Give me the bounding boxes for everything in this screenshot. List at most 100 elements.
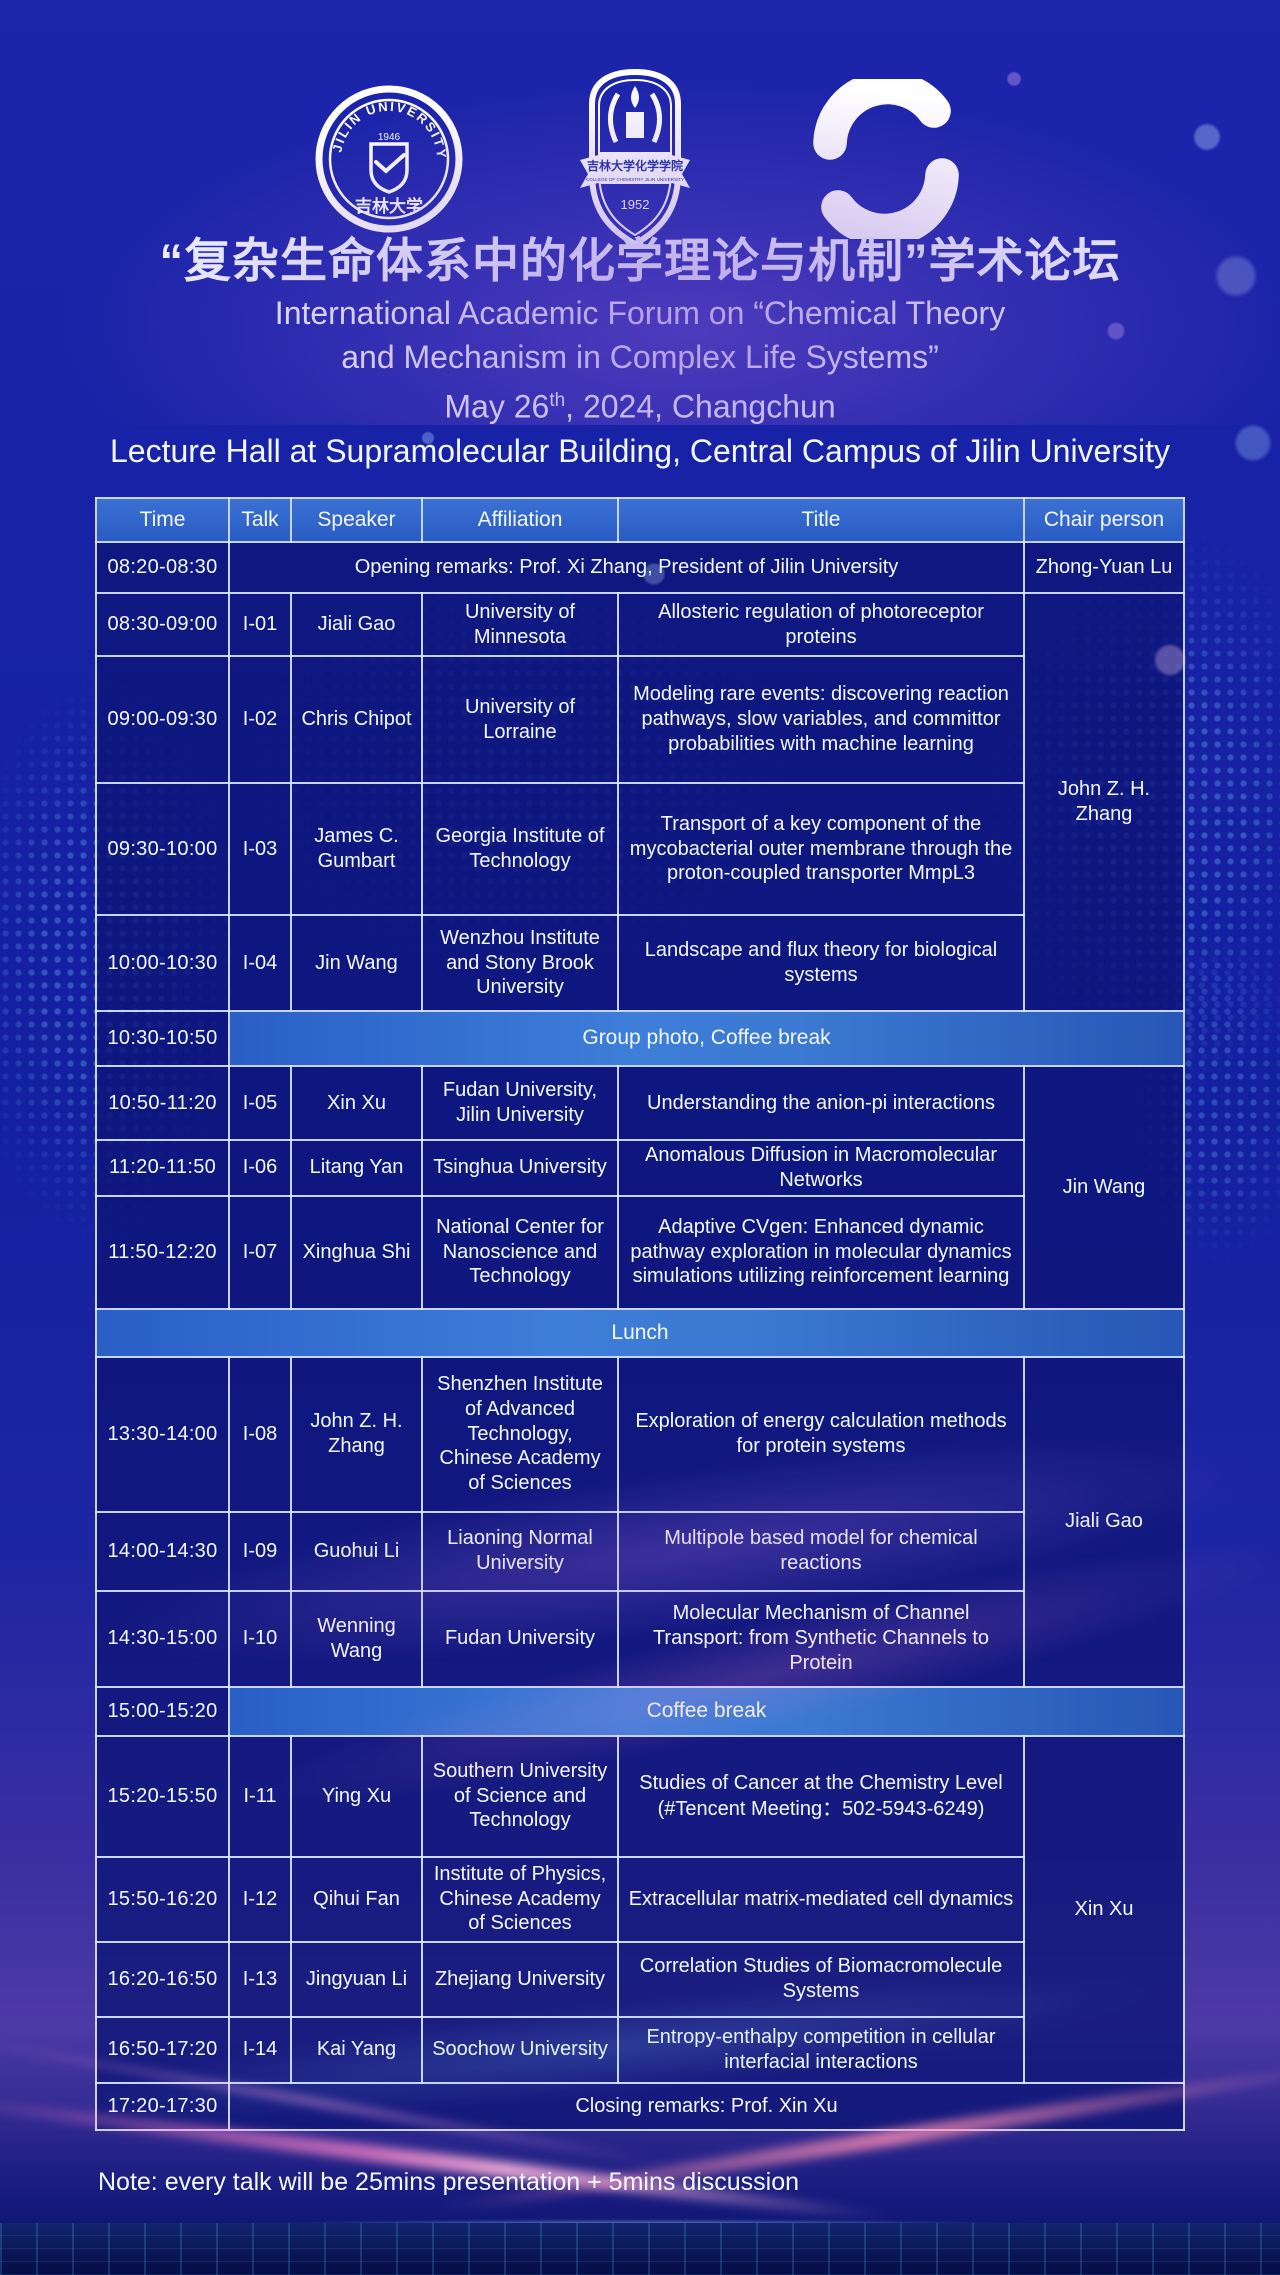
svg-text:1946: 1946 bbox=[378, 132, 401, 143]
title-cell: Understanding the anion-pi interactions bbox=[617, 1065, 1025, 1141]
jilin-university-seal-icon: JILIN UNIVERSITY · CHINA 1946 吉林大学 bbox=[308, 72, 464, 239]
title-cell: Adaptive CVgen: Enhanced dynamic pathway… bbox=[617, 1194, 1025, 1310]
title-cell: Correlation Studies of Biomacromolecule … bbox=[617, 1940, 1025, 2018]
table-row: 14:00-14:30 I-09 Guohui Li Liaoning Norm… bbox=[95, 1510, 1184, 1592]
time-cell: 16:50-17:20 bbox=[95, 2015, 230, 2084]
time-cell: 08:20-08:30 bbox=[95, 541, 230, 594]
title-block: “复杂生命体系中的化学理论与机制”学术论坛 International Acad… bbox=[0, 222, 1280, 473]
time-cell: 09:00-09:30 bbox=[95, 655, 230, 784]
time-cell: 08:30-09:00 bbox=[95, 592, 230, 657]
speaker-cell: John Z. H. Zhang bbox=[290, 1355, 423, 1513]
time-cell: 14:30-15:00 bbox=[95, 1589, 230, 1688]
time-cell: 14:00-14:30 bbox=[95, 1510, 230, 1592]
title-cell: Exploration of energy calculation method… bbox=[617, 1355, 1025, 1513]
table-row: 16:50-17:20 I-14 Kai Yang Soochow Univer… bbox=[95, 2015, 1184, 2084]
title-cell: Allosteric regulation of photoreceptor p… bbox=[617, 592, 1025, 657]
title-cell: Multipole based model for chemical react… bbox=[617, 1510, 1025, 1592]
col-header-talk: Talk bbox=[228, 497, 292, 543]
affiliation-cell: National Center for Nanoscience and Tech… bbox=[421, 1194, 619, 1310]
title-cell: Modeling rare events: discovering reacti… bbox=[617, 655, 1025, 784]
badge-banner-text: 吉林大学化学学院 bbox=[587, 158, 683, 173]
speaker-cell: Jingyuan Li bbox=[290, 1940, 423, 2018]
affiliation-cell: Zhejiang University bbox=[421, 1940, 619, 2018]
affiliation-cell: Liaoning Normal University bbox=[421, 1510, 619, 1592]
time-cell: 13:30-14:00 bbox=[95, 1355, 230, 1513]
lunch-break-cell: Lunch bbox=[95, 1307, 1185, 1358]
talk-id-cell: I-11 bbox=[228, 1734, 292, 1858]
svg-text:JILIN UNIVERSITY · CHINA: JILIN UNIVERSITY · CHINA bbox=[314, 84, 449, 160]
affiliation-cell: Fudan University, Jilin University bbox=[421, 1065, 619, 1141]
table-row: 10:50-11:20 I-05 Xin Xu Fudan University… bbox=[95, 1065, 1185, 1310]
time-cell: 10:50-11:20 bbox=[95, 1065, 230, 1141]
talk-id-cell: I-12 bbox=[228, 1855, 292, 1943]
speaker-cell: Wenning Wang bbox=[290, 1589, 423, 1688]
chinese-title: “复杂生命体系中的化学理论与机制”学术论坛 bbox=[159, 234, 1121, 287]
talk-id-cell: I-04 bbox=[228, 914, 292, 1012]
opening-remarks-cell: Opening remarks: Prof. Xi Zhang, Preside… bbox=[228, 541, 1025, 594]
col-header-chair: Chair person bbox=[1023, 497, 1185, 543]
talk-id-cell: I-10 bbox=[228, 1589, 292, 1688]
time-cell: 15:00-15:20 bbox=[95, 1685, 230, 1737]
closing-remarks-cell: Closing remarks: Prof. Xin Xu bbox=[228, 2081, 1185, 2131]
table-row: 11:50-12:20 I-07 Xinghua Shi National Ce… bbox=[95, 1194, 1184, 1310]
english-title-line-2: and Mechanism in Complex Life Systems” bbox=[341, 339, 939, 375]
title-cell: Anomalous Diffusion in Macromolecular Ne… bbox=[617, 1139, 1025, 1197]
talk-id-cell: I-06 bbox=[228, 1139, 292, 1197]
date-ordinal: th bbox=[549, 390, 566, 411]
chair-cell: Jiali Gao bbox=[1023, 1355, 1185, 1688]
date-line: May 26th, 2024, Changchun bbox=[444, 388, 836, 425]
col-header-title: Title bbox=[617, 497, 1025, 543]
schedule-table-wrap: Time Talk Speaker Affiliation Title Chai… bbox=[0, 497, 1280, 2131]
affiliation-cell: Fudan University bbox=[421, 1589, 619, 1688]
title-cell: Molecular Mechanism of Channel Transport… bbox=[617, 1589, 1025, 1688]
english-title-line-1: International Academic Forum on “Chemica… bbox=[274, 295, 1006, 331]
supramolecular-s-swirl-icon bbox=[806, 70, 966, 248]
speaker-cell: Xin Xu bbox=[290, 1065, 423, 1141]
speaker-cell: Jin Wang bbox=[290, 914, 423, 1012]
col-header-affiliation: Affiliation bbox=[421, 497, 619, 543]
tencent-meeting-line: (#Tencent Meeting：502-5943-6249) bbox=[657, 1797, 985, 1820]
grid-floor bbox=[0, 2223, 1280, 2275]
title-cell: Entropy-enthalpy competition in cellular… bbox=[617, 2015, 1025, 2084]
affiliation-cell: University of Lorraine bbox=[421, 655, 619, 784]
table-row: 14:30-15:00 I-10 Wenning Wang Fudan Univ… bbox=[95, 1589, 1184, 1688]
break-row: Lunch bbox=[95, 1307, 1185, 1358]
chair-cell: Xin Xu bbox=[1023, 1734, 1185, 2084]
title-cell: Extracellular matrix-mediated cell dynam… bbox=[617, 1855, 1025, 1943]
speaker-cell: Chris Chipot bbox=[290, 655, 423, 784]
speaker-cell: James C. Gumbart bbox=[290, 782, 423, 916]
table-row: 17:20-17:30 Closing remarks: Prof. Xin X… bbox=[95, 2081, 1185, 2131]
col-header-speaker: Speaker bbox=[290, 497, 423, 543]
speaker-cell: Guohui Li bbox=[290, 1510, 423, 1592]
speaker-cell: Qihui Fan bbox=[290, 1855, 423, 1943]
affiliation-cell: Tsinghua University bbox=[421, 1139, 619, 1197]
talk-id-cell: I-08 bbox=[228, 1355, 292, 1513]
table-row: 13:30-14:00 I-08 John Z. H. Zhang Shenzh… bbox=[95, 1355, 1185, 1688]
time-cell: 11:50-12:20 bbox=[95, 1194, 230, 1310]
cyan-horizon-band bbox=[0, 2215, 1280, 2275]
table-row: 09:00-09:30 I-02 Chris Chipot University… bbox=[95, 655, 1184, 784]
title-line: Studies of Cancer at the Chemistry Level bbox=[639, 1771, 1003, 1794]
break-row: 15:00-15:20 Coffee break bbox=[95, 1685, 1185, 1737]
speaker-cell: Xinghua Shi bbox=[290, 1194, 423, 1310]
venue-line: Lecture Hall at Supramolecular Building,… bbox=[109, 432, 1170, 469]
talk-id-cell: I-02 bbox=[228, 655, 292, 784]
time-cell: 17:20-17:30 bbox=[95, 2081, 230, 2131]
time-cell: 09:30-10:00 bbox=[95, 782, 230, 916]
group-photo-break-cell: Group photo, Coffee break bbox=[228, 1010, 1185, 1067]
break-row: 10:30-10:50 Group photo, Coffee break bbox=[95, 1010, 1185, 1067]
chair-cell: Jin Wang bbox=[1023, 1065, 1185, 1310]
talk-id-cell: I-07 bbox=[228, 1194, 292, 1310]
talk-id-cell: I-05 bbox=[228, 1065, 292, 1141]
affiliation-cell: Georgia Institute of Technology bbox=[421, 782, 619, 916]
time-cell: 11:20-11:50 bbox=[95, 1139, 230, 1197]
coffee-break-cell: Coffee break bbox=[228, 1685, 1185, 1737]
chair-cell: John Z. H. Zhang bbox=[1023, 592, 1185, 1012]
footer-note: Note: every talk will be 25mins presenta… bbox=[98, 2168, 800, 2196]
table-row: 16:20-16:50 I-13 Jingyuan Li Zhejiang Un… bbox=[95, 1940, 1184, 2018]
svg-text:吉林大学: 吉林大学 bbox=[355, 196, 423, 216]
time-cell: 15:50-16:20 bbox=[95, 1855, 230, 1943]
speaker-cell: Jiali Gao bbox=[290, 592, 423, 657]
speaker-cell: Ying Xu bbox=[290, 1734, 423, 1858]
talk-id-cell: I-01 bbox=[228, 592, 292, 657]
